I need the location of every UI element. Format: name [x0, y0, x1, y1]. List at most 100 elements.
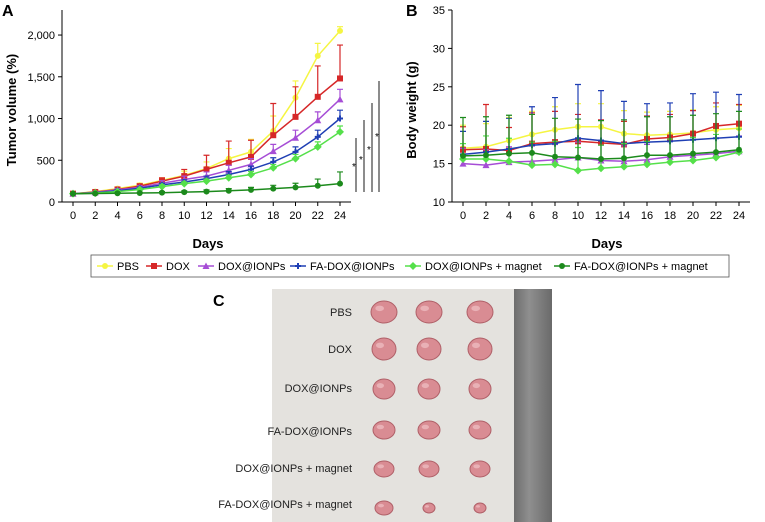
data-point	[314, 52, 321, 59]
data-point	[505, 157, 513, 166]
x-tick-label: 2	[92, 210, 98, 222]
photo-row-label: DOX@IONPs + magnet	[235, 463, 352, 475]
tumor-sample	[417, 378, 441, 400]
x-tick-label: 0	[460, 210, 466, 222]
tumor-highlight	[378, 503, 384, 508]
tumor-highlight	[376, 424, 384, 430]
legend: PBS DOX DOX@IONPs FA-DOX@IONPs DOX@IONPs + m…	[90, 254, 730, 278]
x-tick-label: 0	[70, 210, 76, 222]
data-point	[202, 177, 211, 186]
photo-row-label: PBS	[329, 307, 352, 319]
tumor-ylabel: Tumor volume (%)	[4, 54, 19, 166]
tumor-sample	[468, 420, 492, 440]
series-fa-dox-ionps-magnet	[70, 171, 343, 197]
data-point	[314, 116, 322, 124]
tumor-sample	[371, 337, 397, 361]
data-point	[460, 152, 466, 159]
tumor-sample	[416, 337, 442, 361]
photo-row-label: FA-DOX@IONPs + magnet	[218, 499, 352, 511]
legend-marker	[409, 262, 417, 270]
ruler	[514, 289, 552, 522]
x-tick-label: 4	[114, 210, 120, 222]
y-tick-label: 25	[433, 82, 445, 94]
y-tick-label: 500	[37, 155, 55, 167]
significance-star-1: *	[352, 162, 356, 173]
data-point	[336, 127, 344, 136]
x-tick-label: 16	[245, 210, 257, 222]
data-point	[247, 170, 255, 179]
data-point	[483, 152, 489, 159]
data-point	[248, 186, 254, 193]
x-tick-label: 24	[733, 210, 745, 222]
y-tick-label: 35	[433, 5, 445, 17]
photo-row-label: FA-DOX@IONPs	[267, 426, 352, 438]
tumor-sample	[372, 420, 396, 440]
data-point	[666, 158, 674, 167]
data-point	[181, 189, 188, 196]
data-point	[292, 113, 299, 120]
error-bar	[667, 116, 673, 156]
x-tick-label: 20	[687, 210, 699, 222]
error-bar	[483, 116, 489, 156]
legend-label: FA-DOX@IONPs + magnet	[574, 261, 708, 273]
legend-marker	[559, 263, 565, 269]
legend-entry: FA-DOX@IONPs + magnet	[554, 261, 708, 273]
data-point	[270, 132, 277, 139]
error-bar	[270, 102, 277, 136]
tumor-sample	[415, 300, 443, 324]
data-point	[292, 134, 299, 141]
legend-marker	[102, 263, 108, 269]
data-point	[689, 156, 697, 165]
error-bar	[529, 113, 535, 153]
y-tick-label: 1,500	[27, 72, 55, 84]
x-tick-label: 20	[289, 210, 301, 222]
data-point	[224, 173, 233, 182]
data-point	[136, 189, 143, 196]
data-point	[314, 182, 321, 189]
error-bar	[292, 86, 299, 117]
y-tick-label: 0	[49, 197, 55, 209]
tumor-sample	[469, 460, 491, 478]
x-tick-label: 16	[641, 210, 653, 222]
error-bar	[506, 114, 512, 154]
tumor-sample	[373, 460, 395, 478]
x-tick-label: 6	[137, 210, 143, 222]
data-point	[621, 155, 627, 162]
series-dox-ionps-magnet	[69, 125, 344, 198]
legend-label: DOX@IONPs + magnet	[425, 261, 542, 273]
data-point	[712, 153, 720, 162]
tumor-highlight	[421, 424, 429, 430]
data-point	[114, 190, 121, 197]
error-bar	[575, 118, 581, 158]
data-point	[159, 189, 165, 196]
tumor-sample	[372, 378, 396, 400]
tumor-highlight	[472, 342, 480, 349]
tumor-highlight	[425, 505, 429, 508]
data-point	[506, 150, 512, 157]
data-point	[225, 187, 232, 194]
data-point	[667, 152, 673, 159]
x-tick-label: 12	[200, 210, 212, 222]
x-tick-label: 4	[506, 210, 512, 222]
tumor-sample	[422, 502, 436, 514]
panel-label-c: C	[213, 293, 225, 310]
data-point	[620, 162, 628, 171]
tumor-highlight	[420, 305, 429, 312]
data-point	[336, 95, 344, 103]
x-tick-label: 18	[664, 210, 676, 222]
data-point	[528, 161, 536, 170]
data-point	[459, 160, 467, 167]
data-point	[225, 159, 232, 166]
tumor-highlight	[476, 505, 480, 508]
tumor-highlight	[376, 342, 384, 349]
legend-entry: PBS	[97, 261, 139, 273]
data-point	[337, 75, 343, 82]
x-tick-label: 18	[267, 210, 279, 222]
tumor-highlight	[472, 383, 480, 389]
error-bar	[552, 117, 558, 157]
x-tick-label: 22	[710, 210, 722, 222]
x-tick-label: 14	[618, 210, 630, 222]
y-tick-label: 15	[433, 159, 445, 171]
error-bar	[621, 119, 627, 159]
